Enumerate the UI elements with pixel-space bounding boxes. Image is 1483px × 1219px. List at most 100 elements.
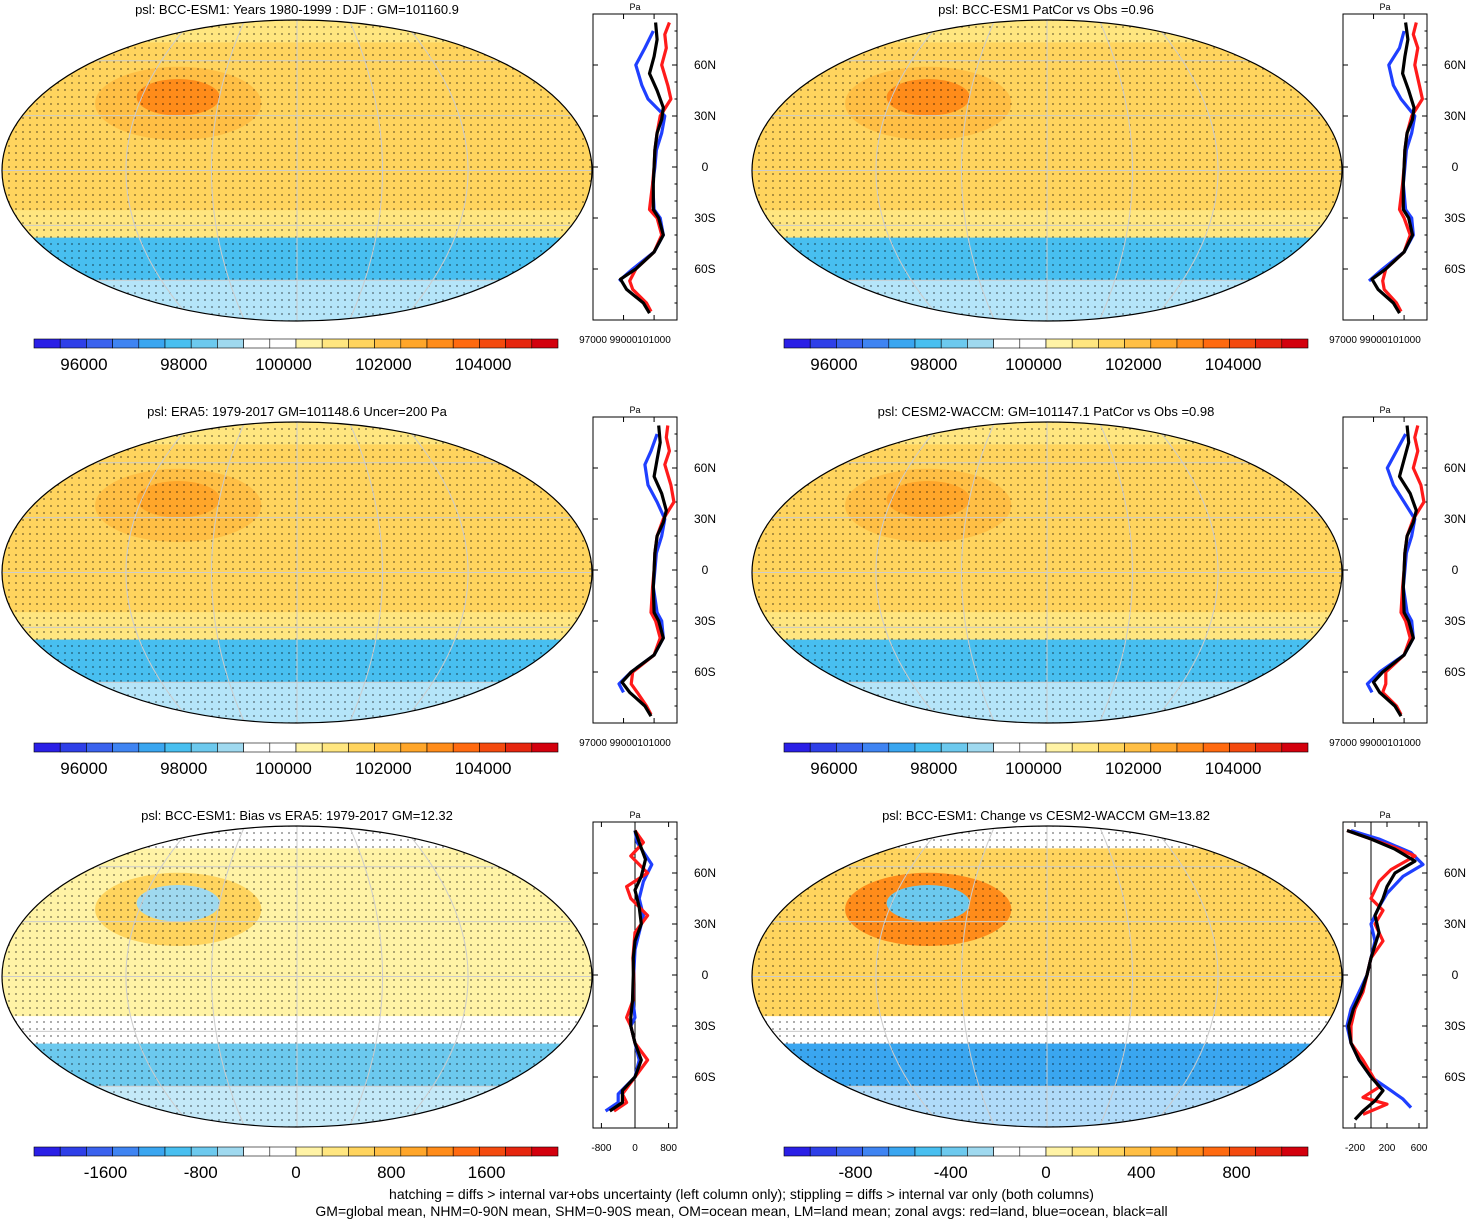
zonal-x-tick: 101000 (637, 738, 671, 749)
colorbar-swatch (862, 338, 890, 349)
colorbar-swatch (190, 338, 218, 349)
zonal-series-all (1370, 22, 1416, 315)
zonal-y-tick: 30N (694, 109, 716, 123)
zonal-series-all (608, 829, 648, 1113)
zonal-y-tick: 30S (1444, 211, 1465, 225)
panel-title-p4: psl: CESM2-WACCM: GM=101147.1 PatCor vs … (877, 404, 1215, 419)
colorbar-swatch (1071, 742, 1099, 753)
colorbar-swatch (112, 338, 140, 349)
colorbar-swatch (809, 338, 837, 349)
footnote-line1: hatching = diffs > internal var+obs unce… (389, 1186, 1094, 1202)
zonal-y-tick: 0 (702, 160, 709, 174)
colorbar-swatch (1176, 742, 1204, 753)
colorbar-p5: -1600 -800 0 800 1600 (33, 1146, 559, 1182)
zonal-y-tick: 30S (1444, 1019, 1465, 1033)
panel-title-p6: psl: BCC-ESM1: Change vs CESM2-WACCM GM=… (882, 808, 1210, 823)
colorbar-swatch (1019, 1146, 1047, 1157)
colorbar-tick: 400 (1127, 1163, 1155, 1182)
zonal-x-tick: -200 (1345, 1143, 1365, 1154)
colorbar-tick: 96000 (60, 355, 107, 374)
zonal-series-ocean (1365, 433, 1417, 694)
colorbar-tick: 800 (1222, 1163, 1250, 1182)
colorbar-tick: -400 (934, 1163, 968, 1182)
colorbar-swatch (321, 1146, 349, 1157)
zonal-plot-p5: Pa 60N 30N 0 30S 60S -800 0 800 (591, 810, 716, 1154)
colorbar-swatch (243, 1146, 271, 1157)
zonal-plot-p2: Pa 60N 30N 0 30S 60S 97000 99000 101000 (1329, 2, 1466, 346)
colorbar-swatch (531, 1146, 559, 1157)
colorbar-swatch (33, 338, 61, 349)
zonal-y-tick: 30N (1444, 512, 1466, 526)
colorbar-swatch (86, 1146, 113, 1157)
colorbar-swatch (1045, 338, 1073, 349)
colorbar-swatch (1071, 338, 1099, 349)
colorbar-tick: 100000 (255, 355, 312, 374)
zonal-x-tick: 97000 (579, 738, 607, 749)
zonal-y-tick: 60S (1444, 262, 1465, 276)
colorbar-swatch (33, 742, 61, 753)
colorbar-swatch (1045, 742, 1073, 753)
colorbar-swatch (783, 742, 811, 753)
zonal-x-tick: 97000 (1329, 738, 1357, 749)
colorbar-swatch (809, 742, 837, 753)
zonal-x-tick: 99000 (1360, 335, 1388, 346)
colorbar-swatch (426, 338, 454, 349)
panel-title-p3: psl: ERA5: 1979-2017 GM=101148.6 Uncer=2… (147, 404, 447, 419)
colorbar-swatch (531, 338, 559, 349)
zonal-y-tick: 60S (1444, 665, 1465, 679)
colorbar-swatch (888, 1146, 916, 1157)
zonal-x-tick: 97000 (1329, 335, 1357, 346)
zonal-y-tick: 60N (694, 866, 716, 880)
colorbar-tick: 800 (377, 1163, 405, 1182)
colorbar-swatch (33, 1146, 61, 1157)
colorbar-swatch (190, 742, 218, 753)
colorbar-swatch (269, 338, 297, 349)
colorbar-swatch (1124, 338, 1152, 349)
colorbar-swatch (914, 742, 942, 753)
footnote-line2: GM=global mean, NHM=0-90N mean, SHM=0-90… (315, 1203, 1168, 1219)
zonal-y-tick: 0 (1452, 160, 1459, 174)
colorbar-swatch (426, 742, 454, 753)
zonal-plot-p4: Pa 60N 30N 0 30S 60S 97000 99000 101000 (1329, 405, 1466, 749)
colorbar-swatch (400, 338, 428, 349)
colorbar-swatch (783, 1146, 811, 1157)
zonal-series-all (618, 22, 665, 315)
zonal-series-ocean (617, 433, 667, 694)
colorbar-swatch (836, 1146, 863, 1157)
colorbar-swatch (836, 742, 863, 753)
colorbar-swatch (348, 338, 375, 349)
colorbar-swatch (1281, 338, 1309, 349)
zonal-y-tick: 60S (694, 665, 715, 679)
colorbar-swatch (1045, 1146, 1073, 1157)
colorbar-swatch (1229, 742, 1256, 753)
colorbar-p1: 96000 98000 100000 102000 104000 (33, 338, 559, 374)
colorbar-swatch (1176, 1146, 1204, 1157)
colorbar-swatch (400, 1146, 428, 1157)
colorbar-swatch (217, 1146, 244, 1157)
colorbar-p2: 96000 98000 100000 102000 104000 (783, 338, 1309, 374)
colorbar-swatch (1150, 338, 1178, 349)
colorbar-swatch (993, 1146, 1021, 1157)
colorbar-swatch (940, 1146, 968, 1157)
colorbar-tick: 0 (1041, 1163, 1050, 1182)
zonal-x-tick: 200 (1379, 1143, 1396, 1154)
colorbar-p6: -800 -400 0 400 800 (783, 1146, 1309, 1182)
colorbar-tick: 96000 (810, 355, 857, 374)
colorbar-swatch (1202, 1146, 1230, 1157)
colorbar-tick: -800 (838, 1163, 872, 1182)
zonal-y-tick: 0 (702, 563, 709, 577)
colorbar-swatch (531, 742, 559, 753)
colorbar-swatch (888, 742, 916, 753)
colorbar-swatch (348, 742, 375, 753)
colorbar-swatch (940, 338, 968, 349)
zonal-y-tick: 30N (1444, 917, 1466, 931)
zonal-y-tick: 0 (702, 968, 709, 982)
colorbar-swatch (138, 742, 166, 753)
colorbar-tick: 96000 (810, 759, 857, 778)
colorbar-swatch (269, 742, 297, 753)
zonal-series-ocean (604, 830, 654, 1113)
colorbar-swatch (1176, 338, 1204, 349)
zonal-x-tick: 600 (1411, 1143, 1428, 1154)
colorbar-swatch (1255, 742, 1283, 753)
colorbar-tick: -1600 (84, 1163, 127, 1182)
